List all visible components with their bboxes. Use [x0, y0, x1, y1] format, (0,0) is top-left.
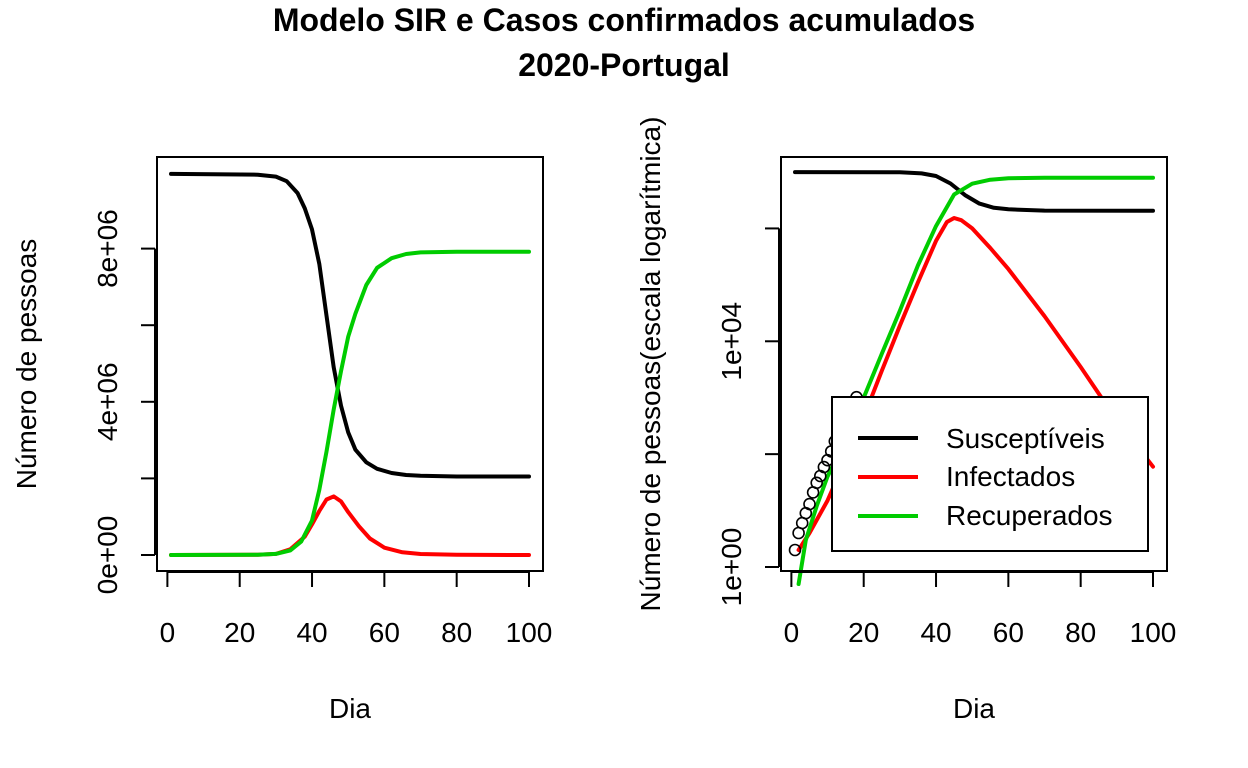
x-tick-label: 60: [369, 617, 400, 648]
legend-box: [831, 396, 1149, 552]
x-tick-label: 40: [296, 617, 327, 648]
x-tick-label: 20: [224, 617, 255, 648]
x-tick-label: 40: [920, 617, 951, 648]
series-line-recuperados: [169, 249, 531, 557]
observed-case-point: [803, 497, 816, 511]
y-tick-label: 1e+00: [716, 528, 747, 607]
axes: 0 20 40 60 80 100 0e+00 4e+06 8e+06: [92, 209, 552, 648]
x-axis-label: Dia: [329, 693, 371, 724]
chart-log-panel: 0 20 40 60 80 100 1e+00 1e+04 Dia Número de pes…: [635, 117, 1176, 724]
series-line-susceptiveis: [793, 170, 1155, 213]
observed-case-point: [817, 460, 831, 474]
legend-label: Infectados: [946, 461, 1075, 492]
y-tick-label: 8e+06: [92, 209, 123, 288]
legend-label: Recuperados: [946, 500, 1113, 531]
series-line-recuperados: [796, 175, 1155, 586]
figure-title-line2: 2020-Portugal: [518, 47, 730, 83]
observed-case-point: [788, 543, 802, 557]
x-tick-label: 20: [848, 617, 879, 648]
legend-item-infectados: Infectados: [858, 461, 1075, 492]
legend-item-susceptiveis: Susceptíveis: [858, 423, 1105, 454]
y-axis-label: Número de pessoas: [11, 239, 42, 490]
y-tick-label: 4e+06: [92, 362, 123, 441]
chart-linear-panel: 0 20 40 60 80 100 0e+00 4e+06 8e+06 Dia Número d…: [11, 156, 552, 724]
x-tick-label: 80: [441, 617, 472, 648]
y-axis-label: Número de pessoas(escala logarítmica): [635, 117, 666, 612]
figure-title-line1: Modelo SIR e Casos confirmados acumulado…: [273, 2, 975, 38]
legend: Susceptíveis Infectados Recuperados: [831, 396, 1149, 552]
x-tick-label: 0: [160, 617, 176, 648]
observed-case-point: [810, 476, 824, 490]
legend-label: Susceptíveis: [946, 423, 1105, 454]
axes: 0 20 40 60 80 100 1e+00 1e+04: [716, 227, 1177, 648]
x-tick-label: 60: [993, 617, 1024, 648]
x-tick-label: 100: [506, 617, 553, 648]
legend-item-recuperados: Recuperados: [858, 500, 1113, 531]
plot-area: [169, 171, 531, 557]
x-axis-label: Dia: [953, 693, 995, 724]
x-tick-label: 80: [1065, 617, 1096, 648]
y-tick-label: 1e+04: [716, 302, 747, 381]
x-tick-label: 0: [784, 617, 800, 648]
y-tick-label: 0e+00: [92, 516, 123, 595]
x-tick-label: 100: [1130, 617, 1177, 648]
